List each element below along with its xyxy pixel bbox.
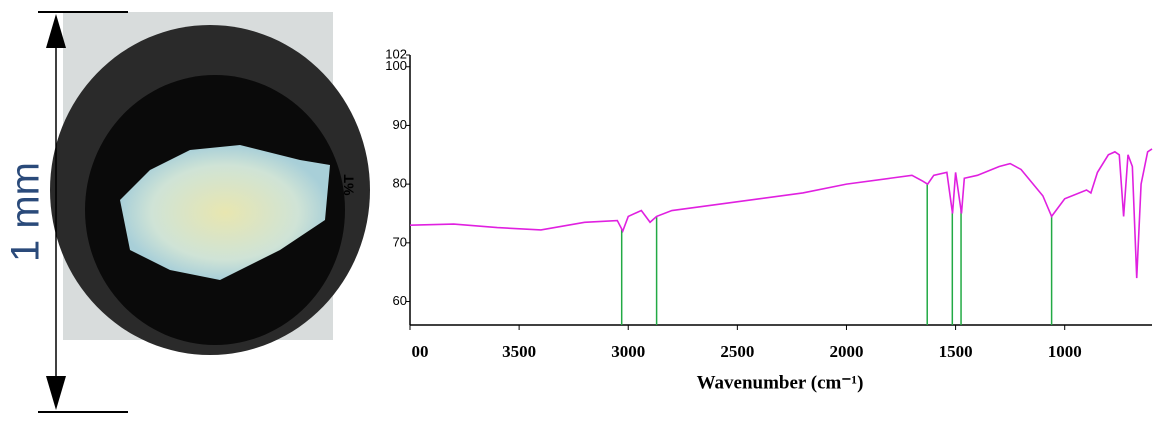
x-tick-label: 1500 bbox=[939, 342, 973, 361]
y-tick-label: 80 bbox=[393, 176, 407, 191]
x-tick-label: 3000 bbox=[611, 342, 645, 361]
y-tick-label: 70 bbox=[393, 234, 407, 249]
x-tick-label: 3500 bbox=[502, 342, 536, 361]
scale-label: 1 mm bbox=[4, 162, 48, 262]
spectrum-line bbox=[409, 148, 1153, 279]
photo bbox=[50, 12, 370, 355]
scale-bar bbox=[38, 11, 128, 413]
y-tick-label: 102 bbox=[385, 46, 407, 61]
y-axis-title: %T bbox=[341, 174, 357, 195]
x-tick-label: 2000 bbox=[829, 342, 863, 361]
x-axis-title: Wavenumber (cm⁻¹) bbox=[697, 372, 864, 393]
x-tick-label: 1000 bbox=[1048, 342, 1082, 361]
y-tick-label: 100 bbox=[385, 58, 407, 73]
y-tick-label: 60 bbox=[393, 293, 407, 308]
x-tick-label: 00 bbox=[412, 342, 429, 361]
y-tick-label: 90 bbox=[393, 117, 407, 132]
x-tick-label: 2500 bbox=[720, 342, 754, 361]
